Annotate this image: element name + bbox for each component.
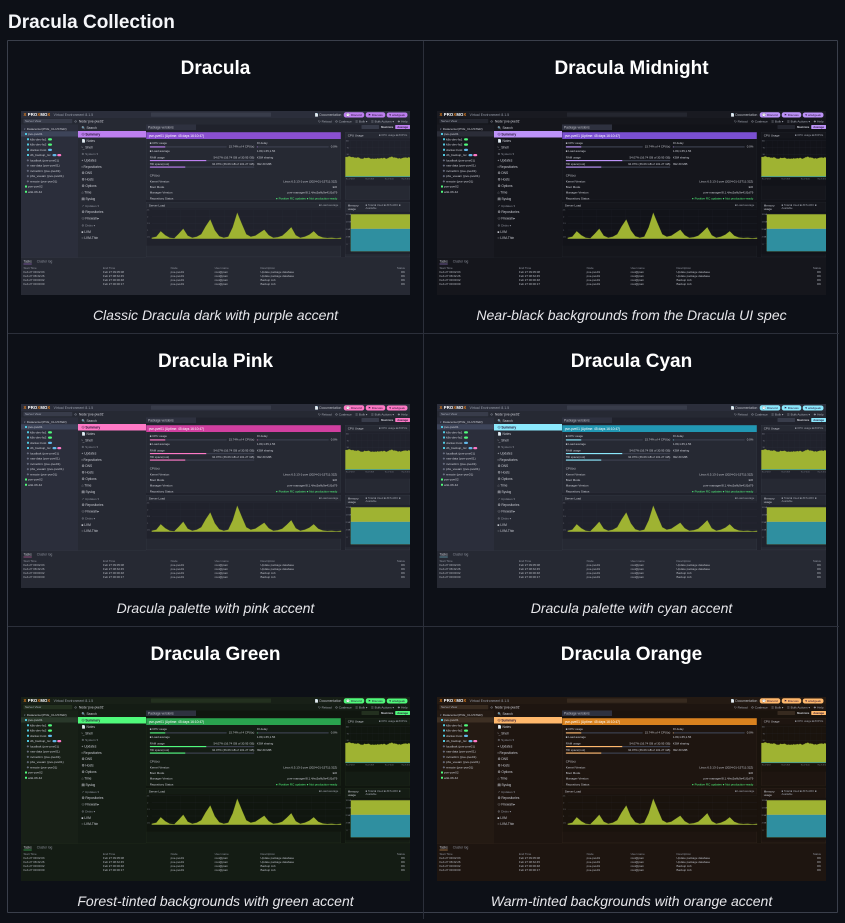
svg-text:1: 1 [563, 816, 564, 818]
svg-text:1.5: 1.5 [147, 223, 149, 225]
svg-text:Thu 27 09:29: Thu 27 09:29 [365, 179, 374, 181]
svg-text:2.5: 2.5 [147, 210, 149, 212]
svg-text:Thu 27 09:29: Thu 27 09:29 [781, 765, 790, 767]
svg-text:1.5: 1.5 [563, 516, 565, 518]
svg-text:Thu 27 03:17: Thu 27 03:17 [762, 765, 771, 767]
svg-text:2: 2 [563, 216, 564, 218]
svg-text:12 GiB: 12 GiB [346, 514, 352, 516]
svg-text:50: 50 [347, 740, 349, 742]
svg-text:0: 0 [763, 830, 764, 832]
svg-text:Thu 27 03:17: Thu 27 03:17 [762, 179, 771, 181]
svg-text:2: 2 [147, 802, 148, 804]
svg-text:50: 50 [347, 447, 349, 449]
svg-text:Thu 27 15:41: Thu 27 15:41 [385, 472, 394, 474]
svg-text:0.5: 0.5 [147, 823, 149, 825]
svg-text:2: 2 [147, 216, 148, 218]
svg-text:Thu 27 21:53: Thu 27 21:53 [818, 765, 827, 767]
svg-text:Thu 27 21:53: Thu 27 21:53 [818, 472, 827, 474]
svg-text:Thu 27 03:17: Thu 27 03:17 [346, 179, 355, 181]
svg-text:Thu 27 09:29: Thu 27 09:29 [781, 179, 790, 181]
svg-text:Thu 27 03:17: Thu 27 03:17 [346, 472, 355, 474]
svg-text:0.5: 0.5 [563, 530, 565, 532]
svg-text:0: 0 [763, 244, 764, 246]
svg-text:0: 0 [347, 537, 348, 539]
svg-text:0.5: 0.5 [147, 530, 149, 532]
svg-text:75: 75 [763, 147, 765, 149]
svg-text:16 GiB: 16 GiB [346, 800, 352, 802]
svg-text:100: 100 [346, 141, 349, 143]
svg-text:2.5: 2.5 [563, 210, 565, 212]
svg-text:Thu 27 09:29: Thu 27 09:29 [781, 472, 790, 474]
svg-text:1: 1 [563, 230, 564, 232]
svg-text:100: 100 [346, 434, 349, 436]
svg-text:12 GiB: 12 GiB [346, 221, 352, 223]
svg-text:1.5: 1.5 [563, 809, 565, 811]
svg-text:0: 0 [347, 830, 348, 832]
svg-text:75: 75 [347, 440, 349, 442]
svg-text:0.5: 0.5 [563, 237, 565, 239]
svg-text:2.5: 2.5 [563, 503, 565, 505]
svg-text:2: 2 [563, 509, 564, 511]
svg-text:50: 50 [763, 154, 765, 156]
svg-text:75: 75 [347, 733, 349, 735]
svg-text:12 GiB: 12 GiB [346, 807, 352, 809]
svg-text:2.5: 2.5 [563, 796, 565, 798]
svg-text:Thu 27 03:17: Thu 27 03:17 [346, 765, 355, 767]
svg-text:Thu 27 15:41: Thu 27 15:41 [801, 765, 810, 767]
svg-text:50: 50 [347, 154, 349, 156]
svg-text:100: 100 [762, 727, 765, 729]
svg-text:Thu 27 03:17: Thu 27 03:17 [762, 472, 771, 474]
svg-text:Thu 27 21:53: Thu 27 21:53 [402, 179, 411, 181]
svg-text:Thu 27 15:41: Thu 27 15:41 [801, 179, 810, 181]
svg-text:2.5: 2.5 [147, 503, 149, 505]
svg-text:0: 0 [763, 537, 764, 539]
svg-text:Thu 27 21:53: Thu 27 21:53 [402, 472, 411, 474]
svg-text:1: 1 [147, 523, 148, 525]
svg-text:50: 50 [763, 740, 765, 742]
svg-text:16 GiB: 16 GiB [762, 507, 768, 509]
svg-text:16 GiB: 16 GiB [346, 214, 352, 216]
svg-text:Thu 27 15:41: Thu 27 15:41 [385, 179, 394, 181]
svg-text:Thu 27 09:29: Thu 27 09:29 [365, 765, 374, 767]
svg-text:1.5: 1.5 [147, 516, 149, 518]
svg-text:12 GiB: 12 GiB [762, 221, 768, 223]
svg-text:1: 1 [147, 230, 148, 232]
svg-text:1.5: 1.5 [147, 809, 149, 811]
svg-text:50: 50 [763, 447, 765, 449]
svg-text:16 GiB: 16 GiB [762, 214, 768, 216]
svg-text:75: 75 [763, 733, 765, 735]
svg-text:0.5: 0.5 [147, 237, 149, 239]
svg-text:1.5: 1.5 [563, 223, 565, 225]
svg-text:Thu 27 15:41: Thu 27 15:41 [801, 472, 810, 474]
svg-text:16 GiB: 16 GiB [346, 507, 352, 509]
svg-text:100: 100 [762, 141, 765, 143]
svg-text:0.5: 0.5 [563, 823, 565, 825]
svg-text:0: 0 [347, 244, 348, 246]
svg-text:12 GiB: 12 GiB [762, 514, 768, 516]
svg-text:2: 2 [147, 509, 148, 511]
svg-text:Thu 27 21:53: Thu 27 21:53 [402, 765, 411, 767]
svg-text:Thu 27 09:29: Thu 27 09:29 [365, 472, 374, 474]
svg-text:1: 1 [147, 816, 148, 818]
svg-text:Thu 27 21:53: Thu 27 21:53 [818, 179, 827, 181]
svg-text:75: 75 [763, 440, 765, 442]
svg-text:75: 75 [347, 147, 349, 149]
svg-text:2: 2 [563, 802, 564, 804]
svg-text:Thu 27 15:41: Thu 27 15:41 [385, 765, 394, 767]
svg-text:100: 100 [762, 434, 765, 436]
svg-text:2.5: 2.5 [147, 796, 149, 798]
svg-text:12 GiB: 12 GiB [762, 807, 768, 809]
svg-text:100: 100 [346, 727, 349, 729]
svg-text:16 GiB: 16 GiB [762, 800, 768, 802]
svg-text:1: 1 [563, 523, 564, 525]
